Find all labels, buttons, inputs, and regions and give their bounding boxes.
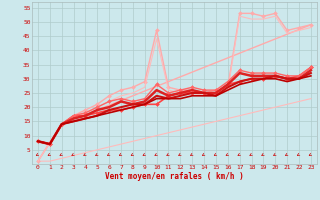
- X-axis label: Vent moyen/en rafales ( km/h ): Vent moyen/en rafales ( km/h ): [105, 172, 244, 181]
